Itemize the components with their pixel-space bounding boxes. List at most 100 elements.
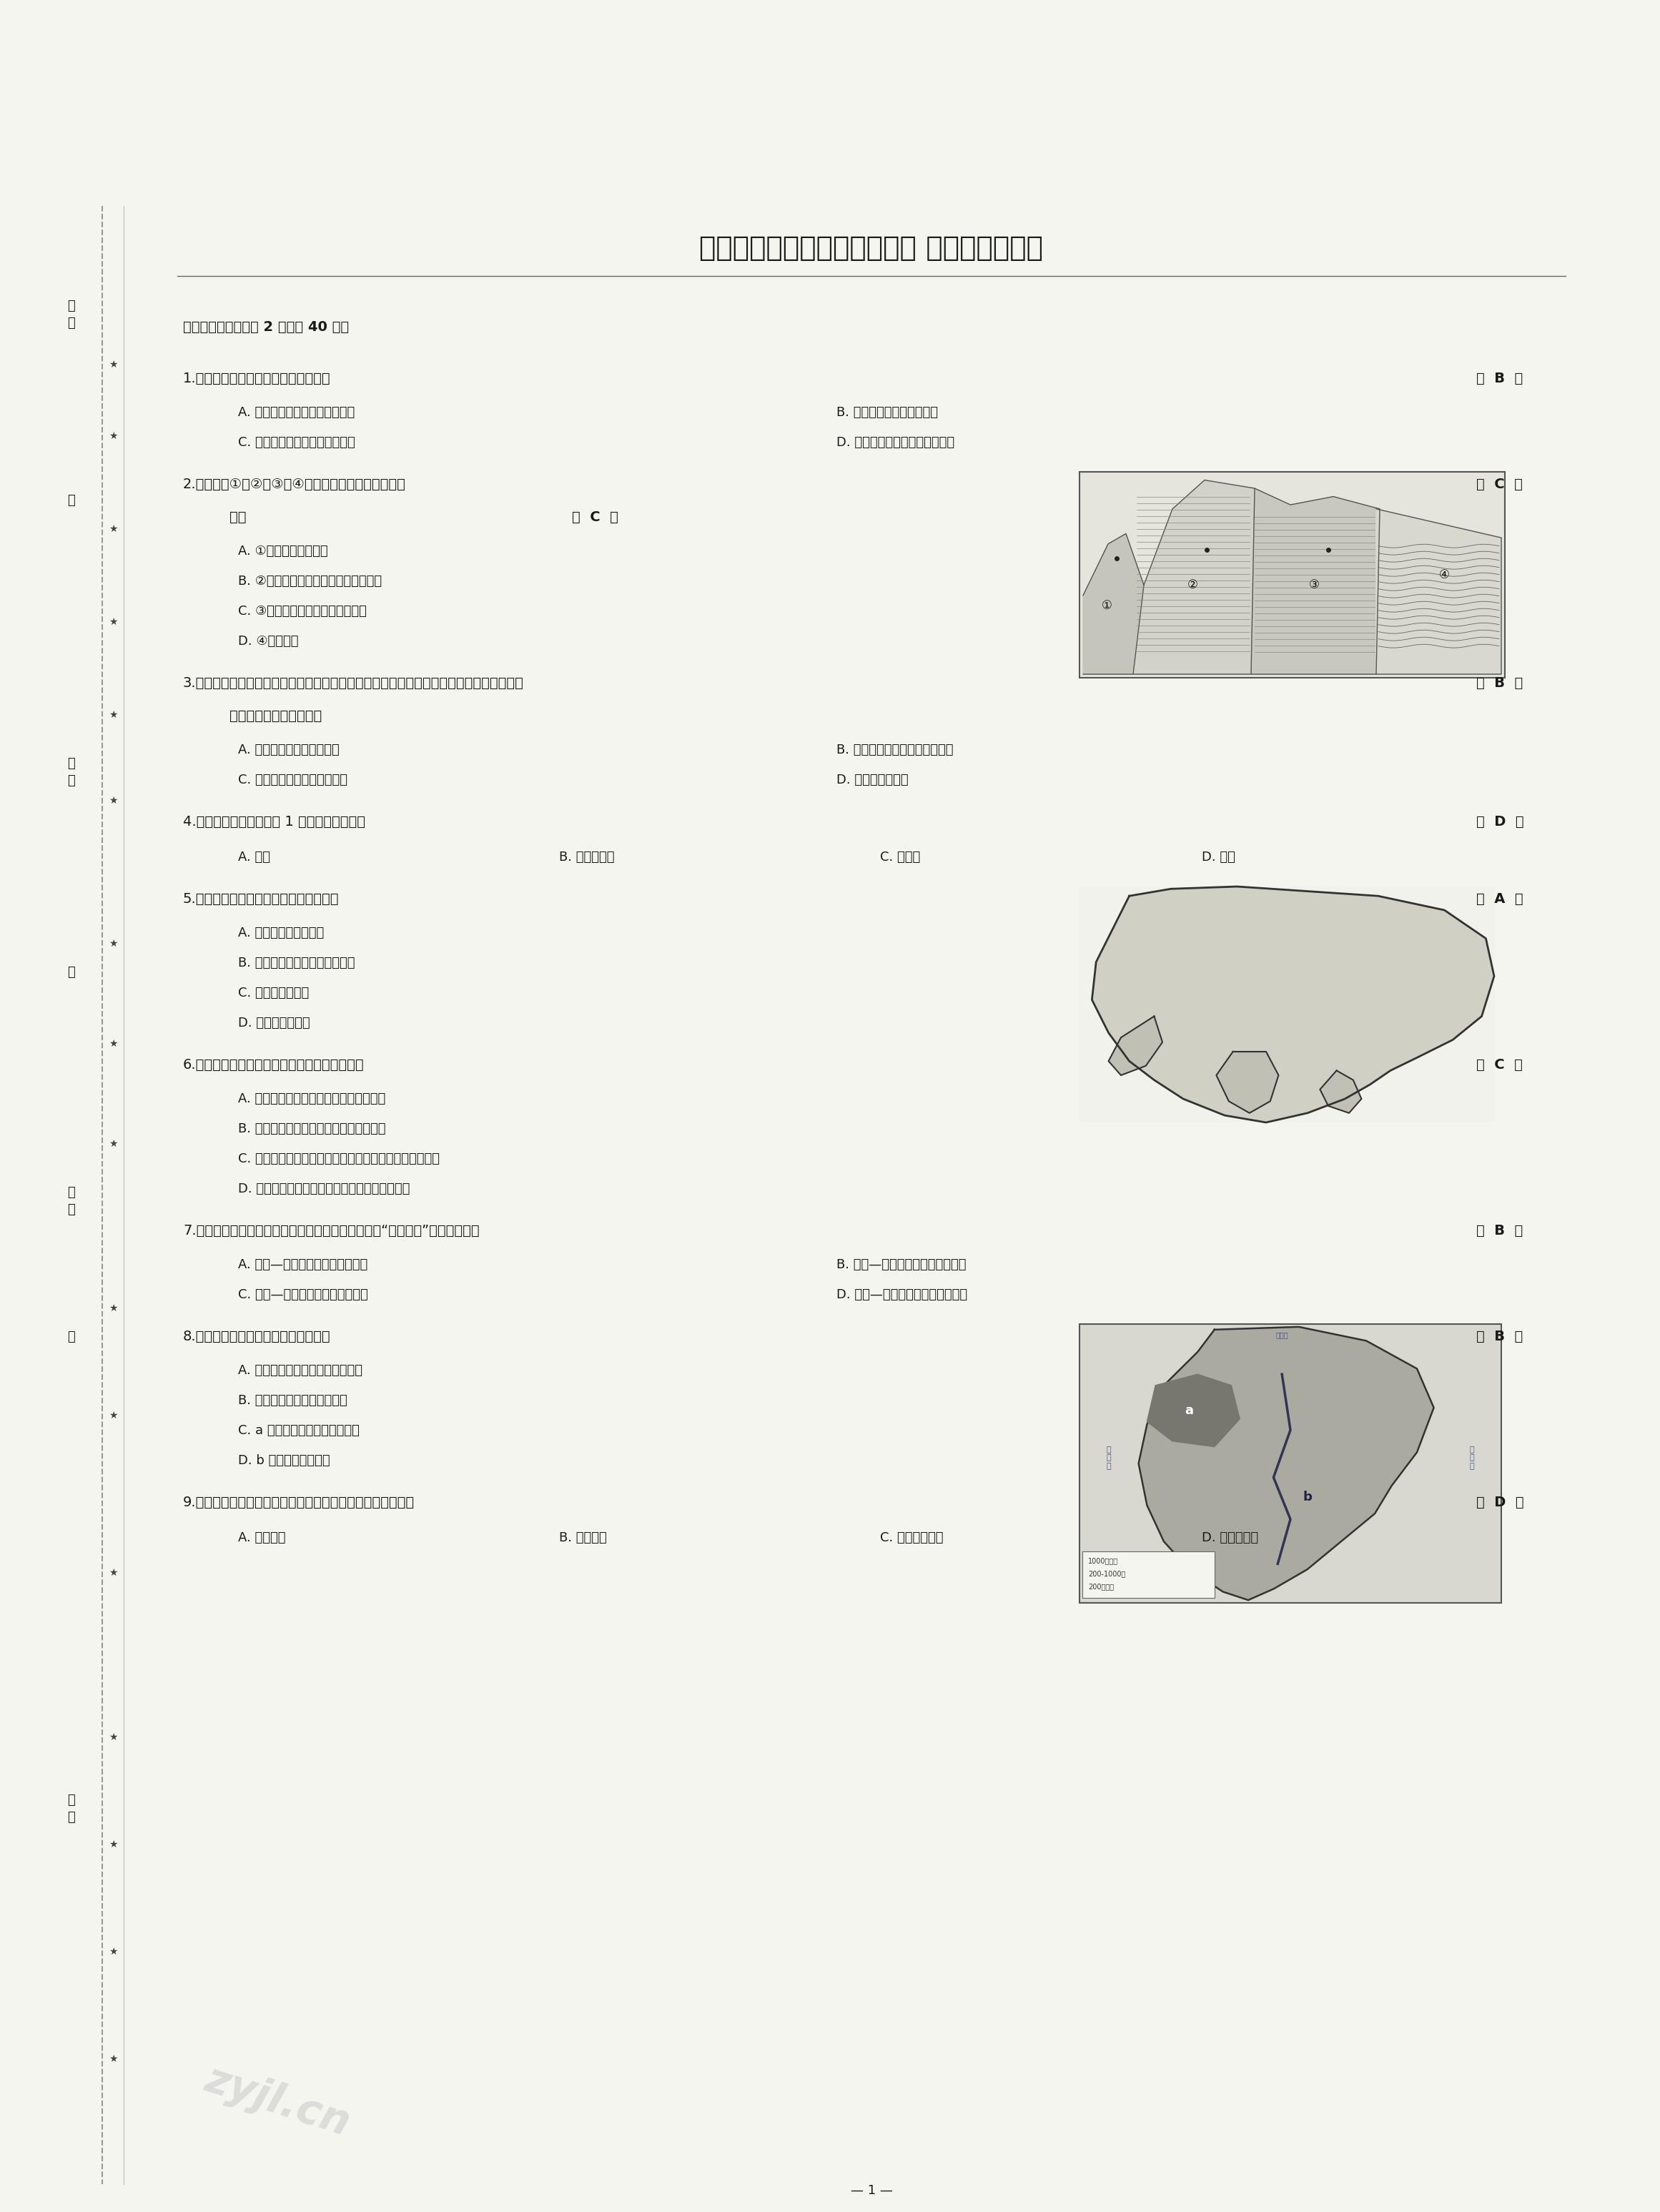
Text: b: b [1303,1491,1313,1504]
Text: 8.读某大洲地形图，下列叙述错误的是: 8.读某大洲地形图，下列叙述错误的是 [183,1329,330,1343]
Text: A. ①地为热带雨林气候: A. ①地为热带雨林气候 [237,544,329,557]
Text: （  C  ）: （ C ） [573,511,618,524]
Text: 姓
名: 姓 名 [68,757,75,787]
Polygon shape [1147,1374,1240,1447]
Polygon shape [1092,887,1494,1121]
Text: 封: 封 [68,967,75,978]
Text: A. 中南半岛: A. 中南半岛 [237,1531,286,1544]
Text: 1.关于亚洲海陆位置的叙述，正确的是: 1.关于亚洲海陆位置的叙述，正确的是 [183,372,330,385]
Text: A. 有世界上最大的半岛: A. 有世界上最大的半岛 [237,927,324,940]
Text: C. 地势中部高、四周低，河流多呈放射状流向周边的海洋: C. 地势中部高、四周低，河流多呈放射状流向周边的海洋 [237,1152,440,1166]
Text: D. ④是印度河: D. ④是印度河 [237,635,299,648]
Text: B. 地势西高东低，呈阶梯状分布: B. 地势西高东低，呈阶梯状分布 [237,956,355,969]
Text: B. 该大洲大部分地区位于热带: B. 该大洲大部分地区位于热带 [237,1394,347,1407]
Polygon shape [1320,1071,1361,1113]
Text: ②: ② [1187,580,1199,591]
Text: A. 位置—亚洲是跨经度最多的大洲: A. 位置—亚洲是跨经度最多的大洲 [237,1259,367,1272]
Text: D. 印度: D. 印度 [1202,852,1235,863]
Text: C. ③地一年可分为热、雨、凉三季: C. ③地一年可分为热、雨、凉三季 [237,604,367,617]
Text: D. 人口—印度人口总数居世界第一: D. 人口—印度人口总数居世界第一 [837,1287,968,1301]
Text: 的是: 的是 [229,511,246,524]
Text: 北冰洋: 北冰洋 [1275,1332,1288,1338]
Text: 大
西
洋: 大 西 洋 [1469,1447,1474,1469]
Text: ★: ★ [108,524,118,533]
Text: C. 伊拉克: C. 伊拉克 [880,852,921,863]
Text: （  D  ）: （ D ） [1476,1495,1524,1509]
Text: 叩
钟: 叩 钟 [68,299,75,330]
Text: 7.我们生活的亚洲是世界第一大洲，下列关于亚洲的“世界之最”叙述正确的是: 7.我们生活的亚洲是世界第一大洲，下列关于亚洲的“世界之最”叙述正确的是 [183,1223,480,1237]
Text: ★: ★ [108,710,118,719]
Text: C. 湖泊—死海是世界最大的和水湖: C. 湖泊—死海是世界最大的和水湖 [237,1287,369,1301]
Text: ★: ★ [108,361,118,369]
Text: 5.读右图，关于该大洲的叙述，正确的是: 5.读右图，关于该大洲的叙述，正确的是 [183,891,339,907]
Text: B. 地形—珠穆朗玛峰海拔世界最高: B. 地形—珠穆朗玛峰海拔世界最高 [837,1259,966,1272]
Text: C. 气温年较差较大的内陆地区: C. 气温年较差较大的内陆地区 [237,774,347,787]
Text: D. 西南以苏伊士运河与欧洲为界: D. 西南以苏伊士运河与欧洲为界 [837,436,954,449]
Text: ★: ★ [108,1040,118,1048]
Bar [1082,1551,1215,1597]
Text: 6.关于亚洲地势、地形、河流的叙述，正确的是: 6.关于亚洲地势、地形、河流的叙述，正确的是 [183,1057,364,1071]
Text: ★: ★ [108,938,118,949]
Text: 学
校: 学 校 [68,1794,75,1825]
Text: D. b 河流域以平原为主: D. b 河流域以平原为主 [237,1453,330,1467]
Polygon shape [1139,1327,1434,1599]
Text: ③: ③ [1308,580,1320,591]
Text: ★: ★ [108,1568,118,1577]
Text: ★: ★ [108,1947,118,1958]
Text: （  A  ）: （ A ） [1476,891,1524,907]
Text: B. 东南面隔海与大洋洲相望: B. 东南面隔海与大洋洲相望 [837,407,938,418]
Text: ★: ★ [108,1139,118,1148]
Text: 班
级: 班 级 [68,1186,75,1217]
Text: B. 地势中部低、四周高，河流多为内流河: B. 地势中部低、四周高，河流多为内流河 [237,1121,385,1135]
Text: — 1 —: — 1 — [850,2183,893,2197]
Text: ★: ★ [108,431,118,440]
Text: ★: ★ [108,1732,118,1743]
Text: B. 印度尼西亚: B. 印度尼西亚 [559,852,614,863]
Text: C. a 地区地形以山地、高原为主: C. a 地区地形以山地、高原为主 [237,1425,360,1438]
Polygon shape [1082,533,1144,675]
Polygon shape [1217,1051,1278,1113]
Text: ①: ① [1101,599,1112,613]
Polygon shape [1109,1015,1162,1075]
Text: （  B  ）: （ B ） [1476,372,1522,385]
Text: （人教版）七年级地理（下） 第六章综合测试: （人教版）七年级地理（下） 第六章综合测试 [699,234,1044,261]
Text: B. 印度半岛: B. 印度半岛 [559,1531,608,1544]
Text: 1000米以上: 1000米以上 [1087,1557,1119,1564]
Text: D. 以季风气候为主: D. 以季风气候为主 [237,1018,310,1029]
Text: ★: ★ [108,1411,118,1420]
Text: 密: 密 [68,493,75,507]
Text: 一、选择题（每小题 2 分，共 40 分）: 一、选择题（每小题 2 分，共 40 分） [183,321,349,334]
Polygon shape [1134,480,1255,675]
Text: D. 寒冷的北部地区: D. 寒冷的北部地区 [837,774,908,787]
Text: 线: 线 [68,1329,75,1343]
Text: C. 河流自西向东流: C. 河流自西向东流 [237,987,309,1000]
Text: （  B  ）: （ B ） [1476,1223,1522,1237]
Text: C. 小亚细亚半岛: C. 小亚细亚半岛 [880,1531,943,1544]
Text: （  B  ）: （ B ） [1476,1329,1522,1343]
Text: A. 西北以苏伊士运河与非洲为界: A. 西北以苏伊士运河与非洲为界 [237,407,355,418]
Text: （  C  ）: （ C ） [1476,478,1522,491]
Bar [1079,471,1506,677]
Text: C. 西北以白令海峡与北美洲为界: C. 西北以白令海峡与北美洲为界 [237,436,355,449]
Text: ★: ★ [108,1303,118,1314]
Text: B. ②地是世界上煎炭资源最丰富的地区: B. ②地是世界上煎炭资源最丰富的地区 [237,575,382,588]
Text: A. 中国: A. 中国 [237,852,271,863]
Text: 太
平
洋: 太 平 洋 [1107,1447,1112,1469]
Text: ④: ④ [1439,568,1449,582]
Text: ★: ★ [108,617,118,626]
Text: ★: ★ [108,2055,118,2064]
Bar [1079,1325,1501,1604]
Text: 2.对于图中①、②、③、④四地自然环境的叙述，正确: 2.对于图中①、②、③、④四地自然环境的叙述，正确 [183,478,407,491]
Text: a: a [1185,1405,1194,1418]
Text: （  B  ）: （ B ） [1476,677,1522,690]
Text: A. 地形以平原为主，地势平坦，河流稀少: A. 地形以平原为主，地势平坦，河流稀少 [237,1093,385,1106]
Text: D. 地形以高原为主，地势东高西低，河流短而急: D. 地形以高原为主，地势东高西低，河流短而急 [237,1183,410,1194]
Text: 200-1000米: 200-1000米 [1087,1571,1125,1577]
Text: 200米以下: 200米以下 [1087,1584,1114,1590]
Text: zyjl.cn: zyjl.cn [201,2059,355,2143]
Text: B. 太阳辐射极为强烈的干旱地区: B. 太阳辐射极为强烈的干旱地区 [837,743,953,757]
Text: 3.亚洲不同的民族，因其居住的自然环境不同，穿着服饰也有所不同。以白色织物裹盖全身: 3.亚洲不同的民族，因其居住的自然环境不同，穿着服饰也有所不同。以白色织物裹盖全… [183,677,525,690]
Bar [1079,887,1494,1121]
Text: D. 阿拉伯半岛: D. 阿拉伯半岛 [1202,1531,1258,1544]
Text: 的人们主要分布在亚洲的: 的人们主要分布在亚洲的 [229,710,322,723]
